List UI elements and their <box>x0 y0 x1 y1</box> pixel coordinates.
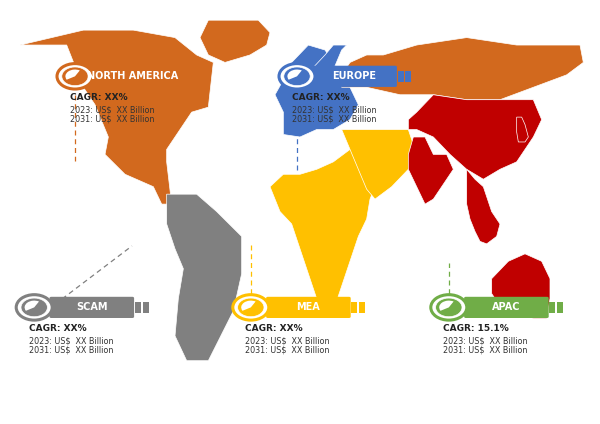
FancyBboxPatch shape <box>184 71 190 82</box>
Circle shape <box>62 67 88 86</box>
Circle shape <box>279 64 315 89</box>
Text: 2031: US$  XX Billion: 2031: US$ XX Billion <box>245 345 330 354</box>
FancyBboxPatch shape <box>312 66 397 87</box>
Text: 2023: US$  XX Billion: 2023: US$ XX Billion <box>70 105 154 114</box>
Circle shape <box>21 298 47 317</box>
Polygon shape <box>167 194 242 361</box>
Circle shape <box>16 295 52 320</box>
Polygon shape <box>409 137 454 204</box>
Circle shape <box>284 67 310 86</box>
Circle shape <box>238 298 264 317</box>
Text: EUROPE: EUROPE <box>332 71 377 81</box>
Wedge shape <box>65 70 80 80</box>
Polygon shape <box>308 45 347 85</box>
Wedge shape <box>287 70 302 80</box>
Text: SCAM: SCAM <box>76 302 107 312</box>
Wedge shape <box>439 301 454 311</box>
Polygon shape <box>409 95 542 179</box>
Text: CAGR: XX%: CAGR: XX% <box>292 93 349 102</box>
Text: CAGR: 15.1%: CAGR: 15.1% <box>443 324 509 333</box>
FancyBboxPatch shape <box>143 302 149 313</box>
FancyBboxPatch shape <box>557 302 563 313</box>
Text: CAGR: XX%: CAGR: XX% <box>29 324 86 333</box>
Text: CAGR: XX%: CAGR: XX% <box>70 93 127 102</box>
Circle shape <box>57 64 93 89</box>
Text: 2031: US$  XX Billion: 2031: US$ XX Billion <box>29 345 113 354</box>
Circle shape <box>233 295 269 320</box>
Text: APAC: APAC <box>492 302 521 312</box>
FancyBboxPatch shape <box>266 297 350 318</box>
Polygon shape <box>20 30 214 204</box>
FancyBboxPatch shape <box>90 66 175 87</box>
Text: 2023: US$  XX Billion: 2023: US$ XX Billion <box>292 105 376 114</box>
FancyBboxPatch shape <box>550 302 556 313</box>
FancyBboxPatch shape <box>176 71 182 82</box>
Text: NORTH AMERICA: NORTH AMERICA <box>87 71 178 81</box>
Polygon shape <box>341 38 583 100</box>
Polygon shape <box>517 117 529 142</box>
FancyBboxPatch shape <box>359 302 365 313</box>
Text: 2023: US$  XX Billion: 2023: US$ XX Billion <box>29 336 113 345</box>
Wedge shape <box>241 301 256 311</box>
Polygon shape <box>200 20 270 62</box>
Polygon shape <box>275 45 358 137</box>
FancyBboxPatch shape <box>406 71 412 82</box>
Circle shape <box>436 298 462 317</box>
FancyBboxPatch shape <box>135 302 141 313</box>
Wedge shape <box>25 301 39 311</box>
Text: 2031: US$  XX Billion: 2031: US$ XX Billion <box>292 114 376 123</box>
Polygon shape <box>270 149 375 311</box>
FancyBboxPatch shape <box>352 302 358 313</box>
FancyBboxPatch shape <box>49 297 134 318</box>
FancyBboxPatch shape <box>398 71 404 82</box>
Text: CAGR: XX%: CAGR: XX% <box>245 324 303 333</box>
Polygon shape <box>467 169 500 244</box>
Text: MEA: MEA <box>296 302 320 312</box>
Text: 2023: US$  XX Billion: 2023: US$ XX Billion <box>245 336 330 345</box>
FancyBboxPatch shape <box>464 297 548 318</box>
Text: 2031: US$  XX Billion: 2031: US$ XX Billion <box>443 345 528 354</box>
Polygon shape <box>341 130 416 199</box>
Text: 2031: US$  XX Billion: 2031: US$ XX Billion <box>70 114 154 123</box>
Polygon shape <box>491 254 550 318</box>
Circle shape <box>431 295 467 320</box>
Text: 2023: US$  XX Billion: 2023: US$ XX Billion <box>443 336 528 345</box>
